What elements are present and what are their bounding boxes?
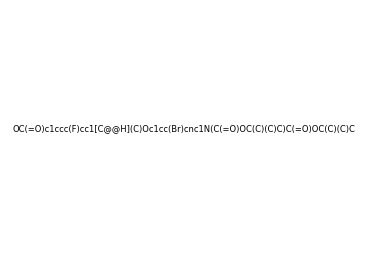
Text: OC(=O)c1ccc(F)cc1[C@@H](C)Oc1cc(Br)cnc1N(C(=O)OC(C)(C)C)C(=O)OC(C)(C)C: OC(=O)c1ccc(F)cc1[C@@H](C)Oc1cc(Br)cnc1N… [13, 125, 355, 133]
